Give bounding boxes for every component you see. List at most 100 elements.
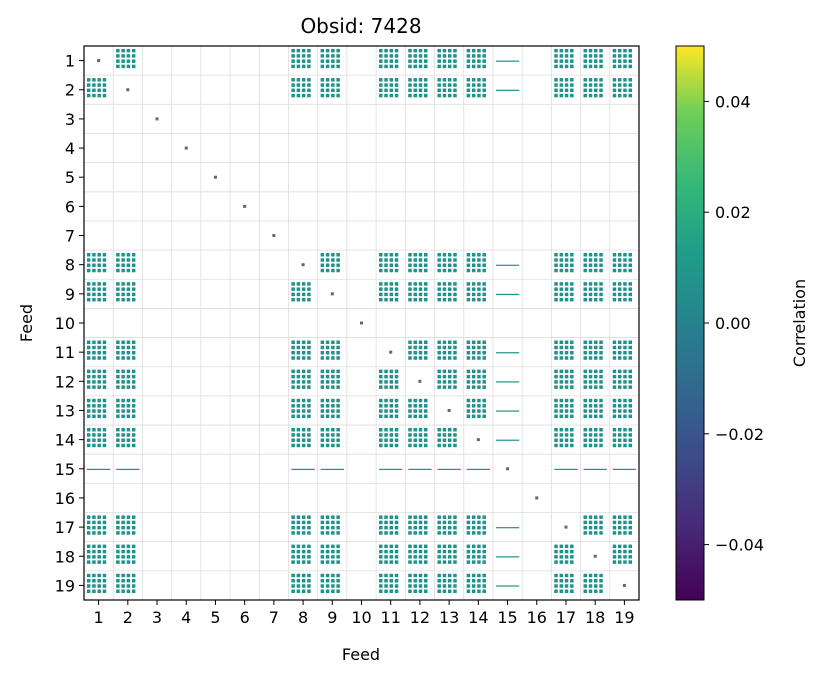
heatmap-cell-block [424, 544, 428, 549]
heatmap-cell-block [628, 443, 632, 448]
heatmap-cell-block [583, 433, 588, 437]
heatmap-cell-block [296, 64, 301, 69]
heatmap-cell-block [612, 549, 617, 554]
heatmap-cell-block [442, 433, 447, 437]
heatmap-cell-block [389, 93, 394, 98]
heatmap-cell-block [559, 404, 564, 408]
heatmap-cell-block [612, 525, 617, 530]
heatmap-cell-block [453, 78, 457, 82]
heatmap-cell-block [564, 579, 569, 583]
heatmap-cell-block [482, 93, 486, 98]
heatmap-cell-block [612, 398, 617, 403]
heatmap-cell-block [418, 340, 423, 344]
heatmap-cell-block [437, 573, 441, 578]
heatmap-cell-block [599, 345, 603, 350]
heatmap-cell-block [583, 443, 588, 448]
heatmap-cell-block [447, 374, 452, 379]
heatmap-cell-block [554, 258, 558, 262]
heatmap-cell-block [384, 427, 388, 432]
colorbar-ticks: 0.040.020.00−0.02−0.04 [704, 92, 764, 555]
heatmap-cell-block [126, 409, 131, 413]
heatmap-cell [116, 573, 136, 594]
heatmap-cell-block [453, 544, 457, 549]
heatmap-cell-block [617, 443, 622, 448]
heatmap-cell-block [437, 555, 441, 559]
heatmap-cell-block [379, 64, 383, 69]
heatmap-cell-block [301, 350, 306, 355]
heatmap-cell-block [442, 258, 447, 262]
heatmap-cell-block [301, 340, 306, 344]
heatmap-cell-block [301, 589, 306, 594]
heatmap-cell-block [623, 438, 627, 442]
heatmap-cell-block [394, 83, 399, 87]
heatmap-cell-block [379, 292, 383, 297]
heatmap-cell-block [331, 350, 335, 355]
heatmap-cell-block [320, 560, 325, 564]
heatmap-cell-block [97, 287, 101, 291]
heatmap-cell-block [623, 345, 627, 350]
heatmap-cell-block [554, 409, 558, 413]
heatmap-cell-block [453, 443, 457, 448]
x-tick-label: 2 [123, 608, 133, 627]
heatmap-cell-block [102, 297, 107, 302]
heatmap-cell-block [296, 555, 301, 559]
heatmap-cell-block [291, 380, 295, 384]
heatmap-cell-block [418, 345, 423, 350]
heatmap-cell-block [424, 263, 428, 268]
heatmap-cell [437, 515, 457, 535]
heatmap-cell-block [408, 59, 412, 63]
heatmap-cell-block [594, 356, 598, 360]
heatmap-cell-block [466, 340, 471, 344]
heatmap-cell-block [389, 579, 394, 583]
heatmap-cell-block [599, 78, 603, 82]
heatmap-cell-block [126, 374, 131, 379]
heatmap-cell-block [447, 573, 452, 578]
heatmap-cell-block [389, 380, 394, 384]
heatmap-cell-block [564, 369, 569, 374]
heatmap-cell-block [307, 88, 311, 93]
heatmap-cell-block [102, 369, 107, 374]
heatmap-cell-block [482, 584, 486, 588]
heatmap-cell-block [628, 59, 632, 63]
heatmap-cell-block [320, 258, 325, 262]
heatmap-cell-block [116, 584, 120, 588]
heatmap-cell-block [389, 555, 394, 559]
heatmap-cell-block [307, 340, 311, 344]
heatmap-cell-block [570, 414, 574, 419]
heatmap-cell-block [102, 544, 107, 549]
heatmap-cell-block [325, 340, 330, 344]
heatmap-cell-block [453, 282, 457, 286]
x-tick-label: 12 [410, 608, 430, 627]
heatmap-cell-block [331, 345, 335, 350]
heatmap-cell-block [594, 380, 598, 384]
heatmap-cell-block [121, 350, 125, 355]
heatmap-cell-block [623, 263, 627, 268]
heatmap-cell-block [617, 93, 622, 98]
heatmap-cell-block [424, 404, 428, 408]
heatmap-cell-block [336, 374, 340, 379]
heatmap-cell-block [570, 374, 574, 379]
heatmap-cell-block [86, 573, 91, 578]
heatmap-cell-block [97, 356, 101, 360]
heatmap-cell-block [86, 345, 91, 350]
heatmap-cell-block [466, 350, 471, 355]
heatmap-cell-block [617, 282, 622, 286]
heatmap-cell-block [628, 88, 632, 93]
heatmap-cell-block [320, 589, 325, 594]
heatmap-cell-block [477, 579, 481, 583]
heatmap-cell-block [131, 560, 136, 564]
heatmap-cell-block [307, 560, 311, 564]
heatmap-cell-block [612, 443, 617, 448]
heatmap-cell-block [320, 374, 325, 379]
heatmap-cell-block [628, 555, 632, 559]
heatmap-cell-block [291, 549, 295, 554]
heatmap-cell-block [442, 78, 447, 82]
heatmap-cell-block [453, 438, 457, 442]
heatmap-cell-block [86, 433, 91, 437]
heatmap-cell-block [442, 64, 447, 69]
heatmap-cell-block [121, 549, 125, 554]
heatmap-cell-block [424, 531, 428, 535]
heatmap-cell-block [413, 573, 417, 578]
heatmap-cell-block [564, 549, 569, 554]
heatmap-cell-block [301, 369, 306, 374]
